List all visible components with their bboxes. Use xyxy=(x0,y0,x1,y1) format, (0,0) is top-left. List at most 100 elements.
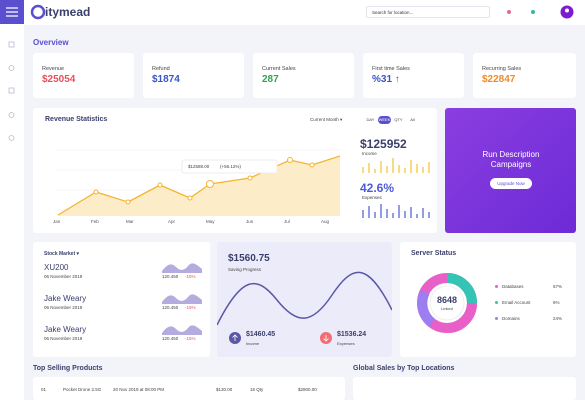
section-title: Overview xyxy=(33,38,69,47)
saving-expenses-label: Expenses xyxy=(337,341,355,346)
stock-sparkline xyxy=(162,325,202,335)
stat-label: First time Sales xyxy=(372,66,410,72)
legend-value: 67% xyxy=(553,284,563,289)
month-label: May xyxy=(206,219,215,224)
saving-expenses-value: $1536.24 xyxy=(337,331,367,338)
campaign-panel xyxy=(445,108,576,233)
stock-title[interactable]: Stock Market ▾ xyxy=(44,251,80,257)
stock-date: 06 November 2019 xyxy=(44,274,83,279)
period-tab[interactable]: All xyxy=(410,117,415,122)
legend-name: Databases xyxy=(502,284,524,289)
stat-card xyxy=(143,53,244,98)
stat-label: Revenue xyxy=(42,66,65,72)
global-panel xyxy=(353,377,576,400)
tooltip-value: $12588.00 xyxy=(188,164,210,169)
month-label: Mar xyxy=(126,219,134,224)
top-icons xyxy=(507,5,574,19)
stat-card xyxy=(33,53,134,98)
stock-name: XU200 xyxy=(44,263,69,272)
table-cell: 16 Qty xyxy=(250,387,264,392)
stock-panel xyxy=(33,242,210,357)
stock-name: Jake Weary xyxy=(44,294,87,303)
stock-price: 120.450 xyxy=(162,305,179,310)
sidebar-icons xyxy=(8,41,15,141)
stock-date: 06 November 2019 xyxy=(44,305,83,310)
saving-panel xyxy=(217,242,392,357)
month-label: Jul xyxy=(284,219,290,224)
table-cell: $130.00 xyxy=(216,387,233,392)
month-label: Apr xyxy=(168,219,176,224)
legend-dot xyxy=(495,285,498,288)
stock-price: 120.450 xyxy=(162,336,179,341)
legend-dot xyxy=(495,317,498,320)
stat-label: Current Sales xyxy=(262,66,296,72)
stat-card xyxy=(473,53,576,98)
upgrade-button[interactable]: Upgrade Now xyxy=(490,178,532,189)
legend-name: Email Account xyxy=(502,300,531,305)
server-panel xyxy=(400,242,576,357)
expenses-label: Expenses xyxy=(362,195,382,200)
stock-name: Jake Weary xyxy=(44,325,87,334)
logo-text: itymead xyxy=(45,5,91,19)
stock-date: 06 November 2019 xyxy=(44,336,83,341)
saving-income-label: Income xyxy=(246,341,260,346)
products-table xyxy=(33,377,345,400)
donut-value: 8648 xyxy=(436,295,458,305)
period-tab[interactable]: QTY xyxy=(394,117,403,122)
stat-label: Refund xyxy=(152,66,170,72)
stock-sparkline xyxy=(162,263,202,273)
saving-value: $1560.75 xyxy=(228,253,270,264)
saving-label: Saving Progress xyxy=(228,267,262,272)
panel-title: Revenue Statistics xyxy=(45,116,108,123)
income-label: Income xyxy=(362,151,377,156)
month-label: Feb xyxy=(91,219,99,224)
stock-change: -15% xyxy=(185,336,196,341)
legend-name: Domains xyxy=(502,316,520,321)
server-donut xyxy=(417,273,478,333)
donut-label: Linked xyxy=(441,306,453,311)
stat-value: %31 ↑ xyxy=(372,74,400,85)
stat-value: 287 xyxy=(262,74,279,85)
stat-label: Recurring Sales xyxy=(482,66,522,72)
income-value: $125952 xyxy=(360,137,407,151)
products-title: Top Selling Products xyxy=(33,365,103,372)
period-tab[interactable]: WEEK xyxy=(378,116,391,124)
saving-icons xyxy=(229,332,332,344)
campaign-title: Run Description Campaigns xyxy=(482,150,540,169)
stock-change: -15% xyxy=(185,274,196,279)
stock-price: 120.450 xyxy=(162,274,179,279)
stat-card xyxy=(253,53,354,98)
income-bars xyxy=(362,158,430,173)
logo-icon xyxy=(30,4,46,20)
stat-value: $25054 xyxy=(42,74,76,85)
tooltip-change: (+56.12%) xyxy=(220,164,241,169)
menu-button[interactable] xyxy=(0,0,24,24)
menu-icon xyxy=(6,7,18,17)
stock-sparkline xyxy=(162,294,202,304)
sidebar xyxy=(0,0,24,400)
expenses-value: 42.6% xyxy=(360,181,395,195)
stat-value: $1874 xyxy=(152,74,180,85)
period-select[interactable]: Current Month ▾ xyxy=(310,117,343,122)
legend-value: 6% xyxy=(553,300,560,305)
table-cell: 01 xyxy=(41,387,47,392)
expenses-bars xyxy=(362,204,430,218)
global-title: Global Sales by Top Locations xyxy=(353,365,455,372)
legend-dot xyxy=(495,301,498,304)
stat-value: $22847 xyxy=(482,74,516,85)
table-cell: $2800.00 xyxy=(298,387,317,392)
month-label: Aug xyxy=(321,219,330,224)
server-title: Server Status xyxy=(411,250,457,257)
period-tab[interactable]: DAY xyxy=(366,117,375,122)
search-box[interactable]: Search for location... xyxy=(366,6,490,18)
revenue-chart xyxy=(55,149,340,216)
month-label: Jun xyxy=(246,219,254,224)
table-cell: 20 Nov 2019 at 08:00 PM xyxy=(113,387,165,392)
stock-change: -15% xyxy=(185,305,196,310)
stat-card xyxy=(363,53,464,98)
table-cell: Pocket Drone 2.5G xyxy=(63,387,102,392)
legend-value: 24% xyxy=(553,316,563,321)
saving-curve xyxy=(217,271,392,326)
saving-income-value: $1460.45 xyxy=(246,331,276,338)
